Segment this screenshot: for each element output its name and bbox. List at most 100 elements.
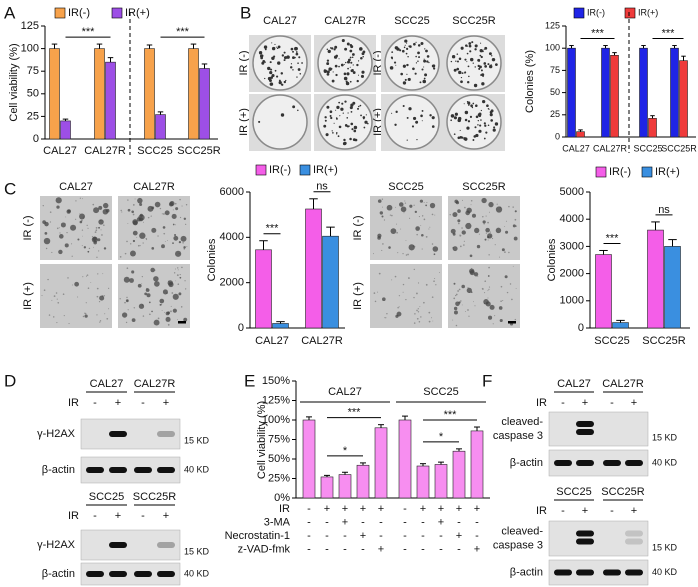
- colony: [472, 62, 474, 64]
- speck: [103, 224, 105, 226]
- colony: [280, 83, 283, 86]
- colony: [164, 210, 170, 216]
- y-tick-label: 75%: [268, 433, 290, 445]
- speck: [464, 206, 466, 209]
- speck: [82, 276, 84, 278]
- colony: [498, 306, 503, 310]
- speck: [511, 298, 513, 301]
- colony: [183, 217, 187, 220]
- speck: [428, 320, 431, 323]
- colony: [297, 68, 301, 71]
- band: [554, 569, 572, 576]
- speck: [184, 288, 187, 290]
- colony: [269, 61, 272, 64]
- colony: [459, 129, 461, 132]
- legend-label: IR(+): [638, 7, 658, 17]
- speck: [417, 308, 419, 310]
- speck: [418, 320, 421, 323]
- colony: [492, 128, 496, 132]
- blot: [80, 562, 181, 586]
- bar: [188, 48, 199, 140]
- speck: [71, 284, 73, 286]
- colony: [395, 64, 397, 66]
- treatment-sign: +: [474, 543, 480, 555]
- colony: [339, 115, 341, 117]
- bar: [648, 118, 657, 138]
- colony: [480, 55, 483, 59]
- speck: [418, 215, 421, 218]
- treatment-sign: -: [403, 503, 407, 515]
- colony: [168, 281, 174, 288]
- cell-line-label: SCC25: [89, 491, 124, 503]
- treatment-sign: -: [403, 516, 407, 528]
- speck: [423, 301, 425, 304]
- colony: [326, 72, 330, 76]
- speck: [96, 314, 98, 316]
- agar-image: [370, 196, 442, 260]
- colony: [415, 55, 417, 58]
- panel-letter: A: [4, 3, 16, 22]
- colony: [359, 104, 362, 107]
- speck: [508, 205, 510, 208]
- colony: [131, 270, 135, 274]
- colony: [292, 56, 295, 60]
- colony: [350, 45, 354, 49]
- speck: [431, 213, 434, 216]
- speck: [395, 223, 397, 225]
- y-tick-label: 2000: [560, 268, 584, 280]
- colony: [478, 60, 481, 62]
- blot-row-label: γ-H2AX: [37, 539, 76, 551]
- speck: [56, 321, 58, 324]
- colony: [125, 299, 129, 303]
- colony: [461, 136, 464, 139]
- colony: [151, 310, 153, 313]
- colony: [393, 61, 397, 64]
- x-tick-label: SCC25R: [661, 143, 697, 153]
- colony: [457, 209, 461, 213]
- colony: [433, 253, 436, 256]
- colony: [454, 199, 459, 204]
- lane-sign: -: [93, 397, 97, 409]
- colony: [488, 315, 493, 320]
- colony: [349, 56, 352, 59]
- colony: [474, 48, 477, 51]
- size-marker: 40 KD: [652, 567, 678, 577]
- lane-sign: -: [141, 397, 145, 409]
- colony: [415, 121, 418, 124]
- agar-image: [40, 264, 112, 328]
- condition-label: IR (-): [22, 215, 34, 240]
- treatment-sign: -: [343, 543, 347, 555]
- colony: [347, 58, 351, 62]
- speck: [127, 199, 129, 201]
- lane-sign: -: [561, 397, 565, 409]
- cell-line-label: SCC25R: [462, 181, 505, 193]
- speck: [121, 211, 123, 213]
- speck: [458, 288, 461, 291]
- bar: [639, 47, 648, 138]
- speck: [413, 322, 416, 324]
- colony: [399, 49, 402, 52]
- treatment-sign: -: [403, 543, 407, 555]
- colony: [70, 224, 77, 231]
- blot-row-label: caspase 3: [493, 430, 543, 442]
- colony: [471, 41, 474, 44]
- colony: [411, 125, 415, 128]
- colony: [466, 52, 469, 55]
- colony: [474, 66, 476, 68]
- lane-sign: -: [610, 505, 614, 517]
- colony: [330, 47, 334, 50]
- treatment-label: IR: [536, 397, 547, 409]
- treatment-sign: -: [307, 543, 311, 555]
- colony: [479, 66, 481, 68]
- colony: [487, 63, 490, 66]
- cell-line-label: CAL27: [263, 15, 297, 27]
- colony: [469, 269, 475, 276]
- colony: [153, 319, 160, 326]
- cell-line-label: CAL27: [557, 378, 591, 390]
- colony: [419, 81, 422, 84]
- colony: [471, 213, 476, 218]
- colony: [93, 240, 97, 245]
- colony: [138, 214, 145, 221]
- treatment-sign: +: [456, 503, 462, 515]
- colony: [464, 71, 467, 74]
